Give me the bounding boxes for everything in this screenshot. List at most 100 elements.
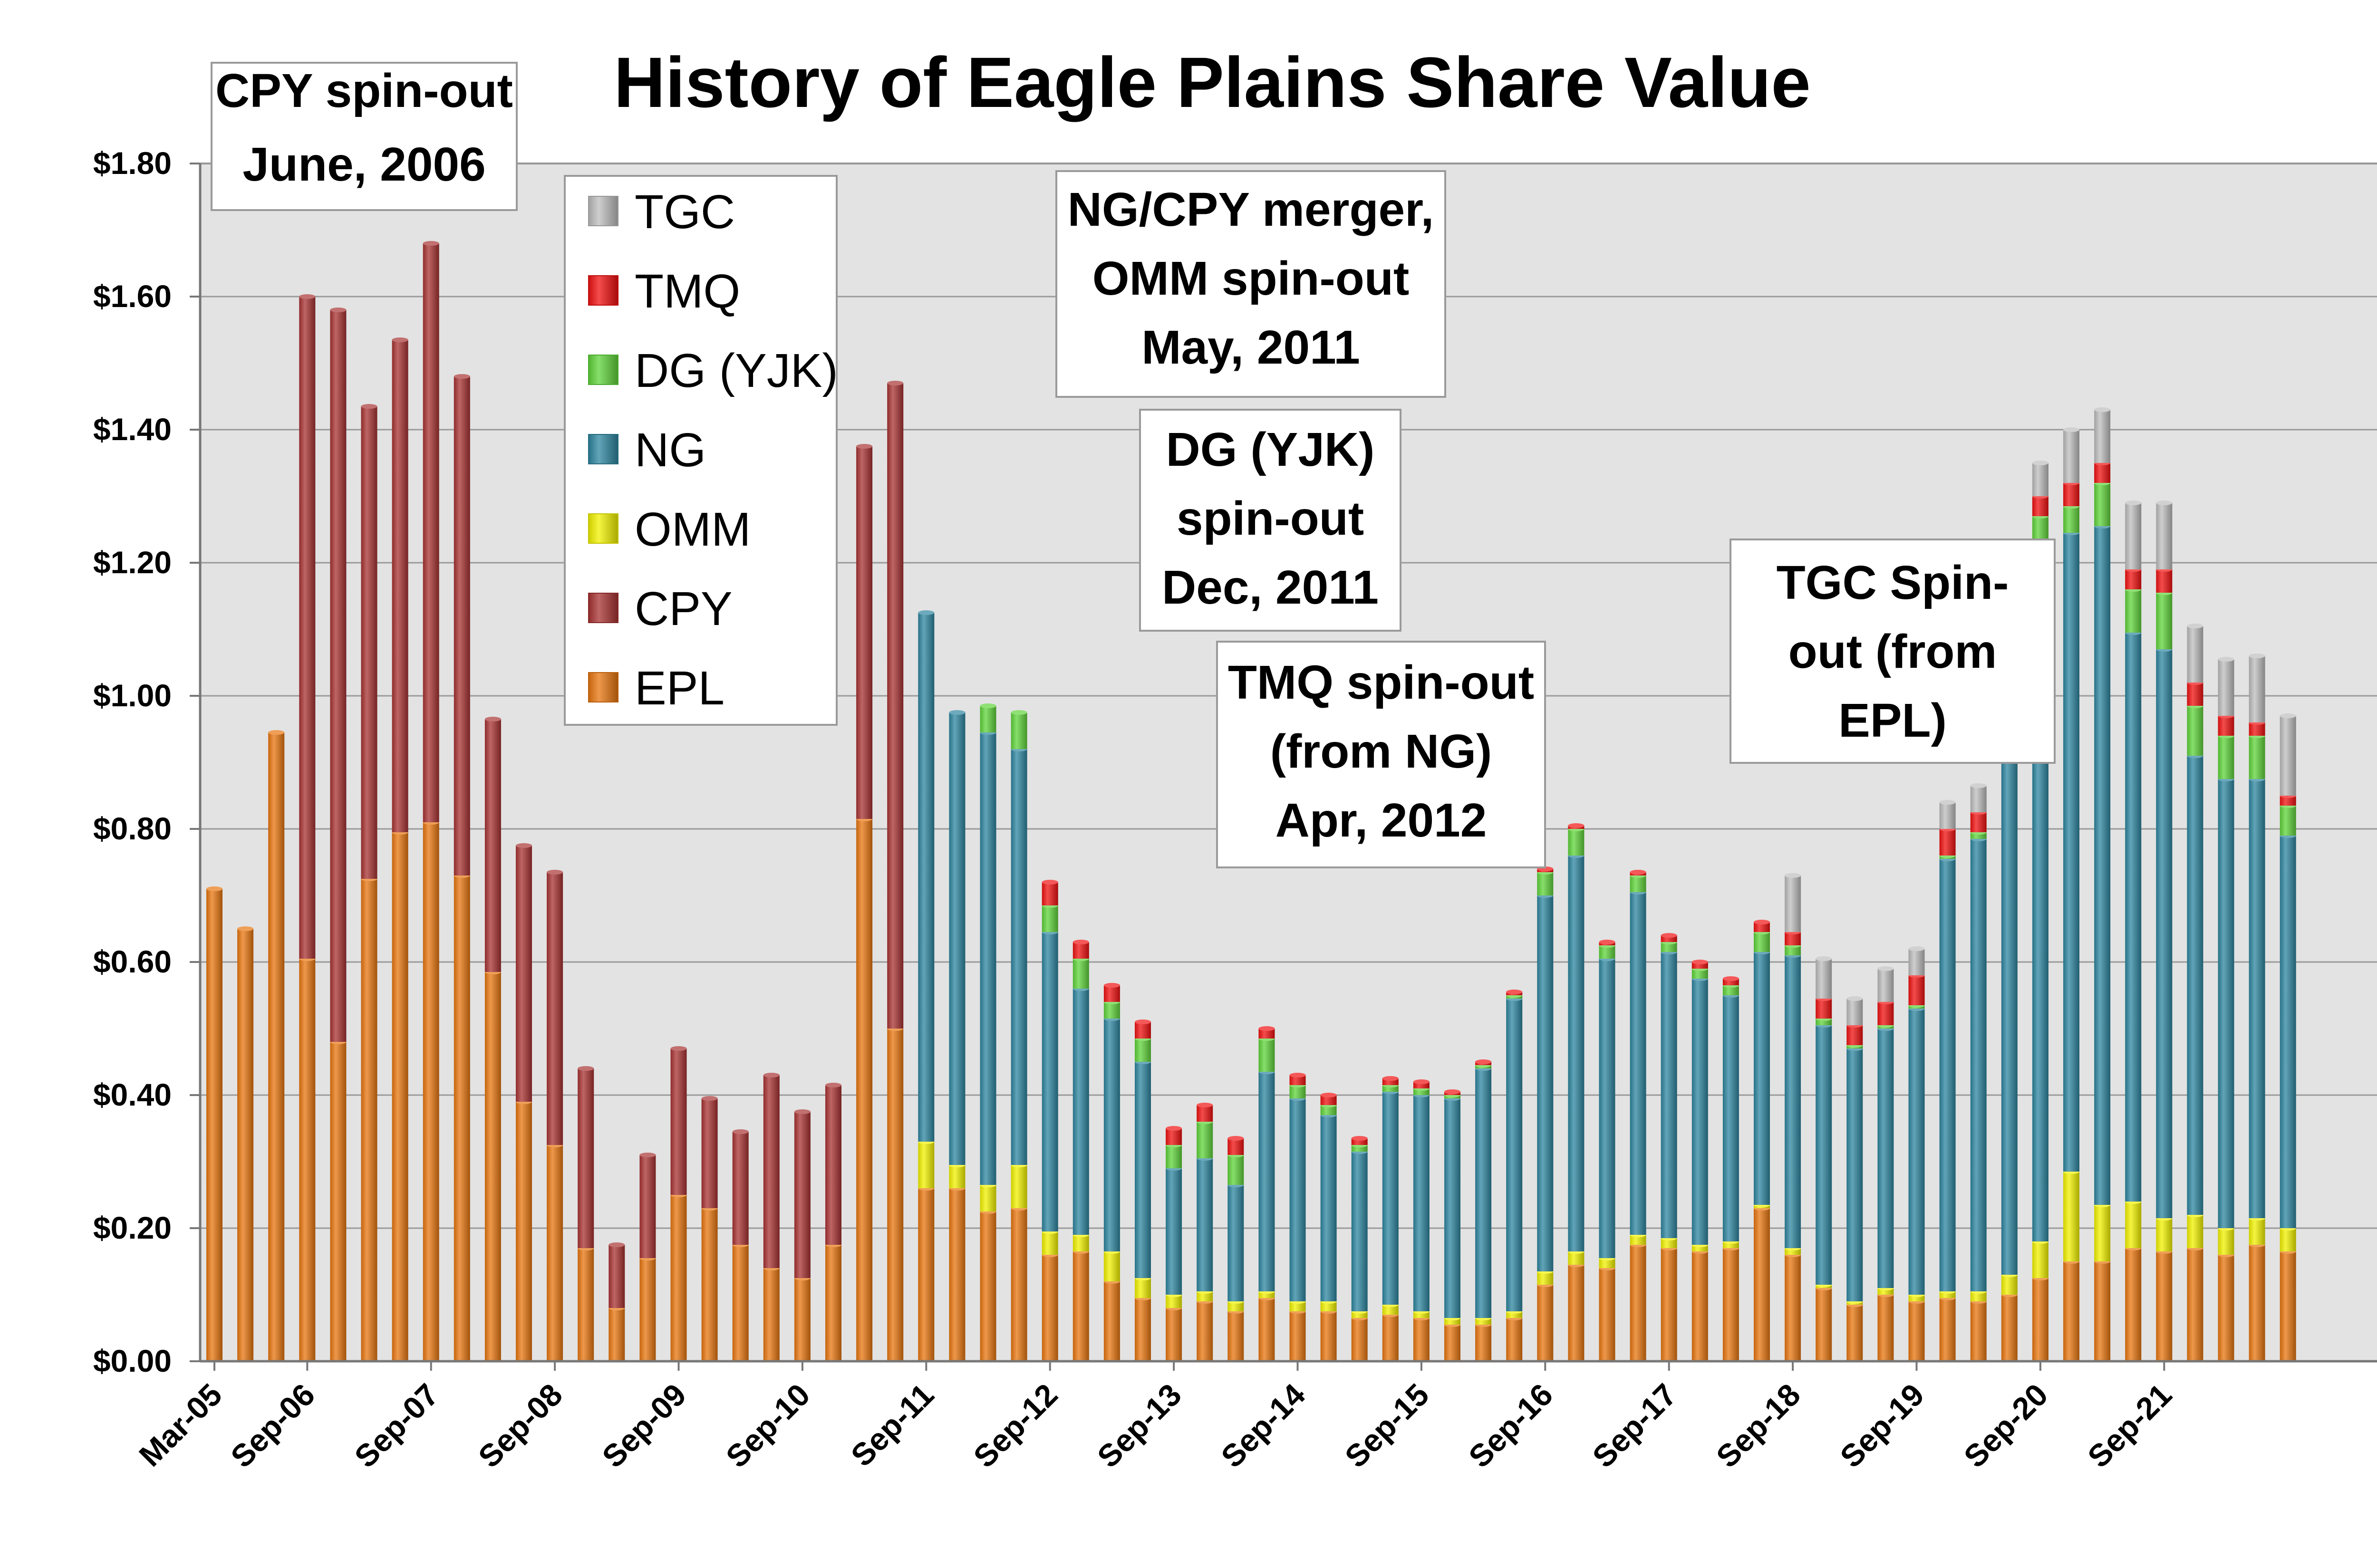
bar-cap (639, 1153, 656, 1157)
bar-segment-epl (1382, 1315, 1399, 1361)
bar-cap (1135, 1020, 1151, 1024)
bar-cap (701, 1096, 718, 1101)
y-tick-label: $1.80 (93, 145, 172, 181)
annotation-text: (from NG) (1270, 725, 1492, 778)
bar-stack (2249, 654, 2265, 1361)
bar-cap (732, 1129, 749, 1134)
bar-stack (1816, 956, 1832, 1361)
bar-segment-epl (949, 1188, 966, 1361)
bar-segment-epl (1816, 1288, 1832, 1361)
bar-stack (918, 610, 935, 1361)
bar-cap (547, 870, 563, 875)
bar-stack (1351, 1136, 1368, 1361)
bar-segment-tmq (2125, 569, 2142, 589)
bar-cap (763, 1073, 780, 1077)
bar-segment-ng (918, 613, 935, 1142)
bar-cap (1661, 933, 1677, 938)
bar-stack (1785, 873, 1801, 1361)
bar-cap (1289, 1073, 1306, 1077)
bar-cap (2063, 427, 2079, 432)
y-tick-label: $1.40 (93, 412, 172, 447)
bar-cap (1475, 1059, 1492, 1064)
bar-segment-tmq (1320, 1095, 1337, 1105)
bar-segment-cpy (361, 406, 377, 879)
bar-segment-dg-yjk (1537, 872, 1554, 895)
bar-cap (2125, 500, 2142, 505)
legend-label: DG (YJK) (635, 344, 838, 397)
bar-segment-epl (2187, 1248, 2203, 1361)
annotation-frame (1730, 539, 2056, 764)
bar-segment-omm (2218, 1228, 2234, 1255)
bar-stack (732, 1129, 749, 1361)
bar-cap (2280, 713, 2296, 718)
bar-segment-omm (1135, 1278, 1151, 1298)
bar-cap (1599, 940, 1615, 944)
y-tick-label: $1.00 (93, 678, 172, 713)
bar-stack (268, 730, 285, 1361)
bar-segment-ng (1444, 1098, 1460, 1318)
annotation-text: Apr, 2012 (1275, 794, 1487, 847)
annotation-box: CPY spin-out June, 2006 (211, 62, 518, 211)
bar-stack (1908, 946, 1925, 1361)
bar-segment-ng (1661, 952, 1677, 1238)
bar-stack (299, 294, 316, 1361)
bar-segment-dg-yjk (2094, 483, 2111, 526)
bar-cap (392, 337, 408, 342)
bar-segment-tgc (1970, 786, 1987, 812)
bar-stack (1877, 966, 1894, 1361)
bar-segment-epl (361, 879, 377, 1361)
annotation-text: EPL) (1838, 694, 1947, 747)
annotation-text: May, 2011 (1141, 321, 1360, 374)
bar-stack (701, 1096, 718, 1361)
bar-segment-dg-yjk (1722, 985, 1739, 995)
bar-cap (1011, 710, 1027, 715)
legend: TGC TMQ DG (YJK) NG OMM CPY EPL (564, 175, 838, 726)
bar-segment-epl (732, 1245, 749, 1361)
bar-stack (794, 1109, 811, 1361)
bar-segment-tgc (2187, 626, 2203, 683)
bar-cap (2032, 461, 2048, 465)
bar-segment-dg-yjk (1166, 1145, 1182, 1168)
legend-item: TGC (588, 185, 735, 239)
bar-stack (454, 374, 470, 1361)
bar-segment-dg-yjk (2249, 736, 2265, 779)
bar-stack (423, 241, 439, 1361)
bar-segment-cpy (639, 1155, 656, 1258)
bar-segment-epl (1754, 1208, 1770, 1361)
bar-segment-epl (1197, 1301, 1213, 1361)
bar-segment-cpy (299, 297, 316, 959)
bar-segment-omm (1289, 1301, 1306, 1311)
legend-label: TGC (635, 185, 735, 239)
bar-segment-dg-yjk (1661, 942, 1677, 952)
legend-swatch (588, 196, 618, 226)
bar-segment-epl (1846, 1305, 1863, 1361)
annotation-text: NG/CPY merger, (1068, 183, 1434, 236)
bar-stack (1011, 710, 1027, 1361)
bar-segment-epl (454, 875, 470, 1361)
bar-segment-dg-yjk (1197, 1122, 1213, 1158)
bar-segment-epl (516, 1102, 532, 1361)
bar-cap (856, 444, 873, 449)
bar-segment-omm (2156, 1218, 2173, 1251)
bar-cap (2218, 657, 2234, 662)
bar-segment-tmq (1816, 999, 1832, 1019)
bar-stack (2187, 624, 2203, 1361)
bar-segment-cpy (516, 846, 532, 1102)
bar-segment-omm (1630, 1235, 1646, 1245)
legend-swatch (588, 275, 618, 306)
bar-segment-tmq (1258, 1029, 1275, 1039)
bar-segment-epl (1444, 1325, 1460, 1361)
y-tick-label: $0.00 (93, 1343, 172, 1378)
bar-cap (2156, 500, 2173, 505)
bar-stack (2218, 657, 2234, 1361)
bar-segment-epl (1073, 1251, 1089, 1361)
bar-segment-epl (1475, 1325, 1492, 1361)
bar-segment-omm (2280, 1228, 2296, 1251)
bar-segment-epl (2156, 1251, 2173, 1361)
bar-segment-epl (2218, 1255, 2234, 1361)
chart-title: History of Eagle Plains Share Value (614, 42, 1811, 122)
bar-segment-ng (2063, 533, 2079, 1172)
bar-segment-epl (1506, 1318, 1523, 1361)
bar-segment-epl (1661, 1248, 1677, 1361)
bar-cap (1258, 1026, 1275, 1031)
